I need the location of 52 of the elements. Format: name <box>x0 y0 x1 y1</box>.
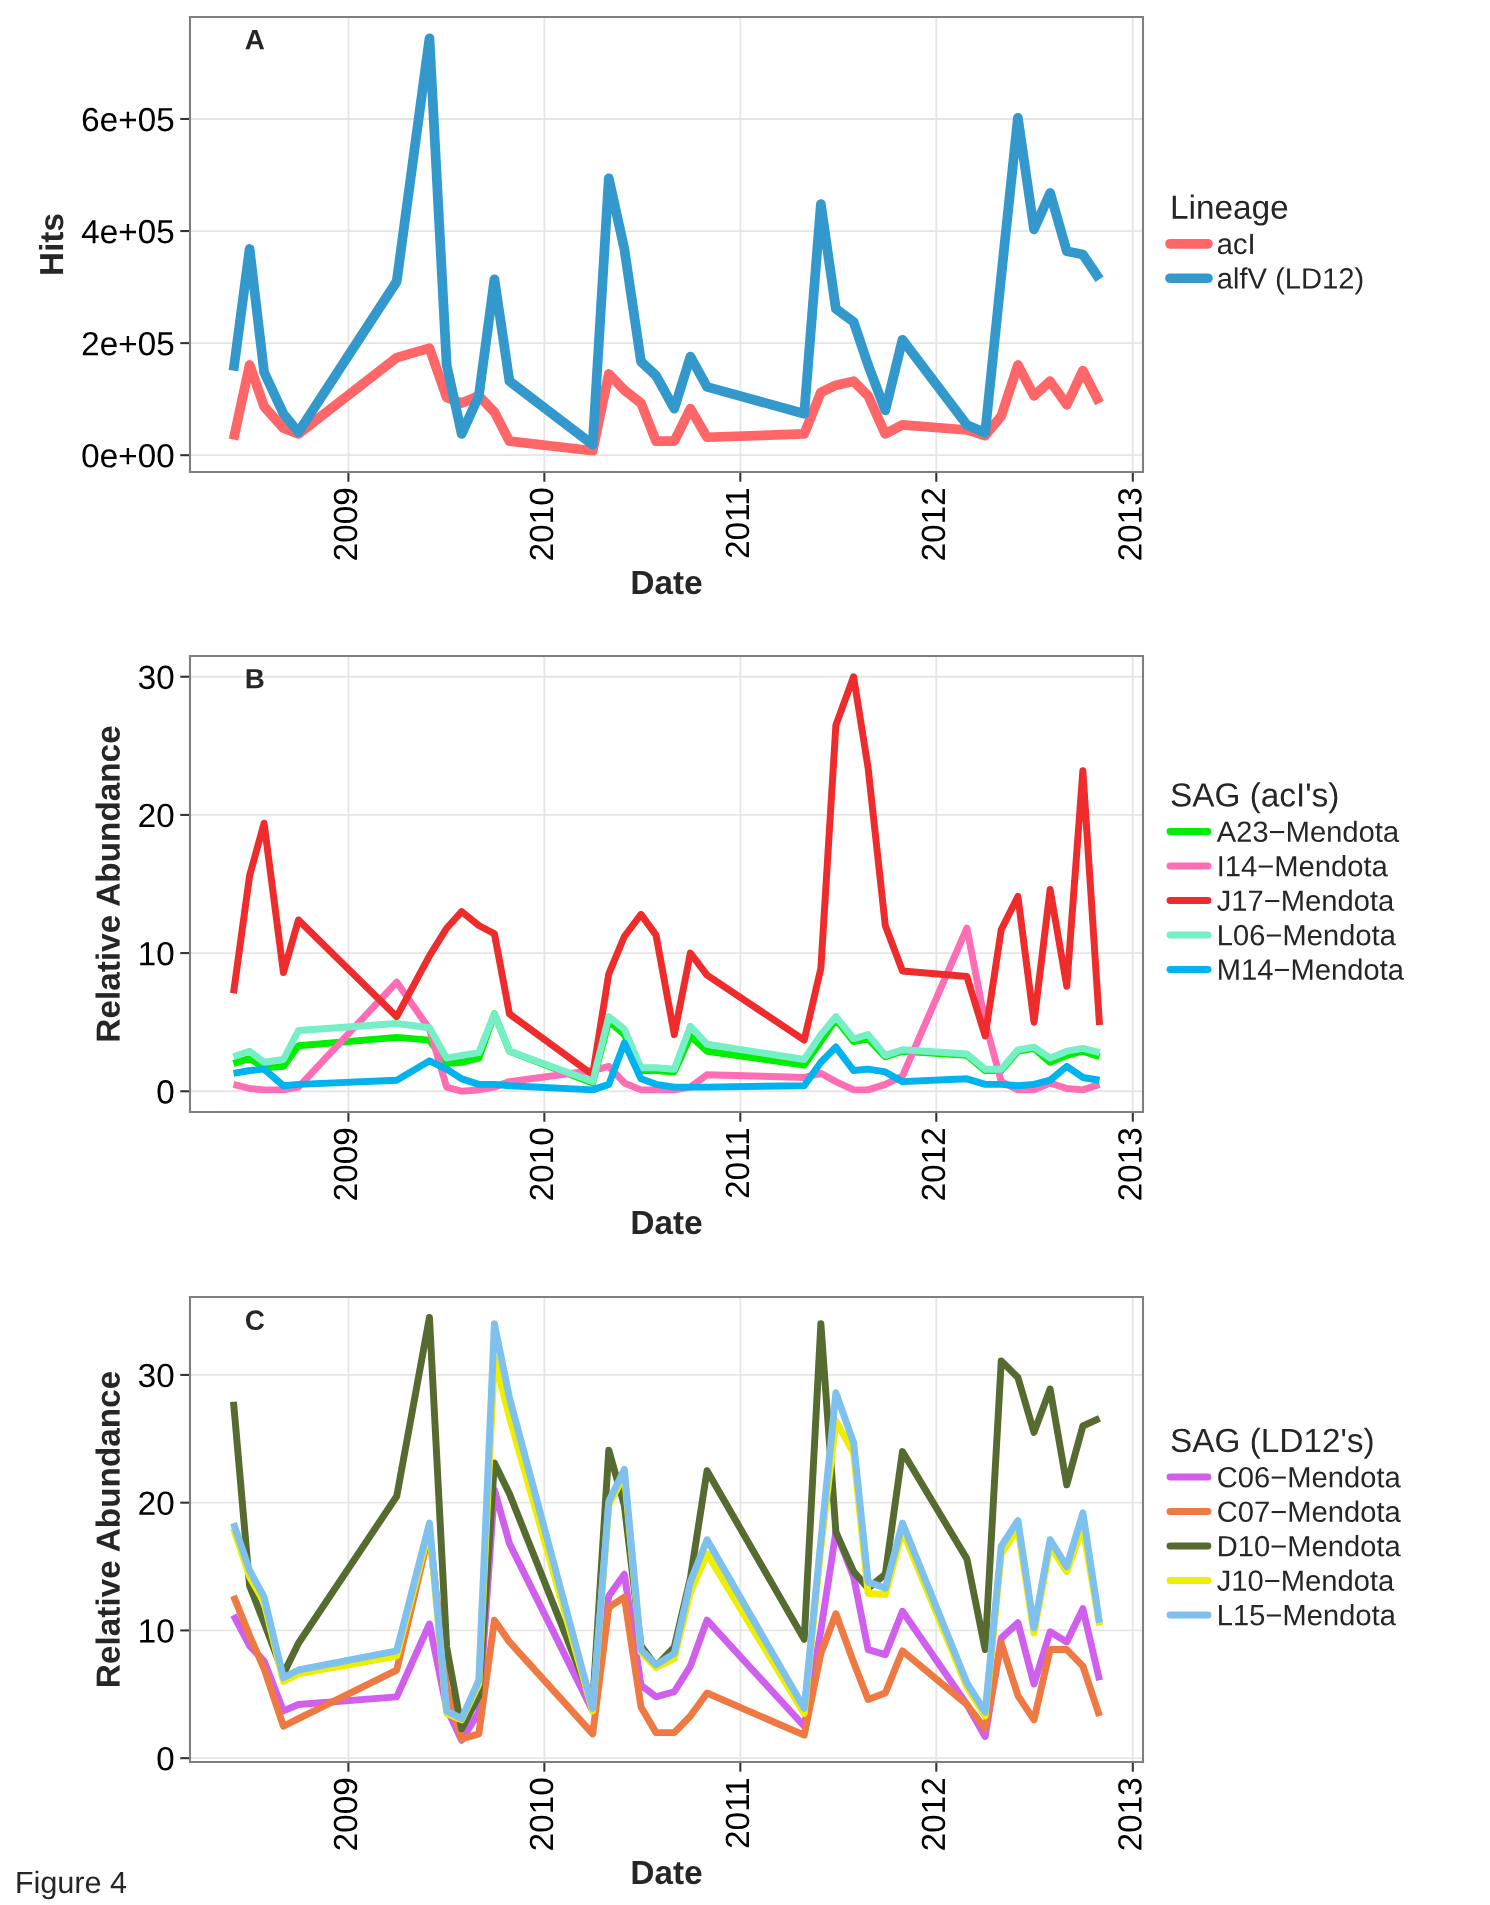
x-tick-label: 2013 <box>1118 488 1142 560</box>
y-tick-label: 2e+05 <box>82 331 174 356</box>
caption: Figure 4 <box>17 1870 127 1900</box>
legend-title: Lineage <box>1172 194 1288 226</box>
y-tick-label: 6e+05 <box>82 107 174 132</box>
y-tick-label: 0e+00 <box>82 443 174 468</box>
x-tick-label: 2012 <box>921 1778 946 1850</box>
y-tick-label: 20 <box>139 1491 174 1516</box>
x-tick-label: 2011 <box>725 1128 750 1198</box>
x-axis-title: Date <box>632 1860 702 1885</box>
legend-label: C07−Mendota <box>1218 1500 1401 1523</box>
x-axis-title: Date <box>632 570 702 595</box>
x-tick-label: 2011 <box>725 488 750 558</box>
y-axis-title: Relative Abundance <box>95 726 120 1041</box>
x-tick-label: 2010 <box>529 488 554 560</box>
legend-label: J17−Mendota <box>1217 889 1395 912</box>
legend-title: SAG (acI's) <box>1171 782 1338 814</box>
y-tick-label: 10 <box>140 941 174 966</box>
x-tick-label: 2009 <box>333 1128 358 1200</box>
annotation: A <box>245 30 265 50</box>
legend-label: J10−Mendota <box>1217 1569 1395 1591</box>
y-tick-label: 0 <box>157 1080 174 1104</box>
x-tick-label: 2010 <box>529 1778 554 1850</box>
x-tick-label: 2013 <box>1118 1128 1142 1200</box>
legend-label: C06−Mendota <box>1218 1466 1401 1488</box>
x-tick-label: 2011 <box>725 1778 750 1848</box>
y-tick-label: 20 <box>139 803 174 828</box>
x-tick-label: 2009 <box>333 1778 358 1850</box>
y-axis-title: Relative Abundance <box>95 1371 120 1686</box>
x-tick-label: 2009 <box>333 488 358 560</box>
legend-label: A23−Mendota <box>1216 820 1400 843</box>
x-axis-title: Date <box>632 1210 702 1235</box>
x-tick-label: 2012 <box>921 488 946 560</box>
legend-label: D10−Mendota <box>1219 1535 1401 1557</box>
y-tick-label: 4e+05 <box>81 219 174 244</box>
x-tick-label: 2010 <box>529 1128 554 1200</box>
x-tick-label: 2012 <box>921 1128 946 1200</box>
y-axis-title: Hits <box>38 214 64 274</box>
y-tick-label: 10 <box>140 1619 174 1643</box>
annotation: C <box>245 1310 265 1331</box>
x-tick-label: 2013 <box>1118 1778 1142 1850</box>
legend-label: acI <box>1217 233 1253 255</box>
legend-label: M14−Mendota <box>1219 958 1404 980</box>
legend-label: I14−Mendota <box>1219 855 1388 877</box>
y-tick-label: 30 <box>138 665 174 690</box>
annotation: B <box>246 669 264 689</box>
y-tick-label: 0 <box>157 1746 174 1771</box>
legend-title: SAG (LD12's) <box>1171 1427 1373 1459</box>
legend-label: L15−Mendota <box>1219 1604 1396 1626</box>
legend-label: L06−Mendota <box>1219 924 1396 946</box>
legend-label: alfV (LD12) <box>1217 267 1363 295</box>
y-tick-label: 30 <box>138 1363 174 1388</box>
